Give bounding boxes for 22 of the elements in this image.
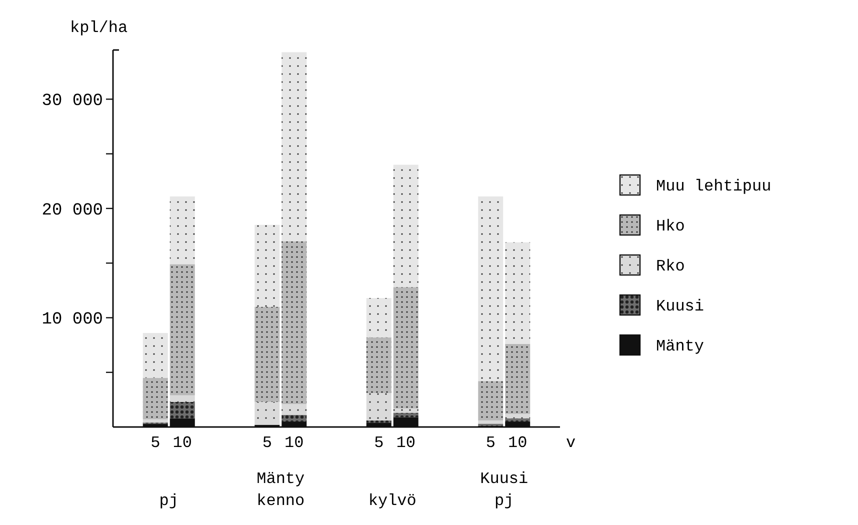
legend-label: Kuusi xyxy=(656,298,704,316)
legend-label: Hko xyxy=(656,218,685,236)
y-axis-title: kpl/ha xyxy=(70,19,128,37)
x-tick-label: 5 xyxy=(262,434,272,452)
legend-label: Mänty xyxy=(656,338,704,356)
y-tick-label: 20 000 xyxy=(42,201,103,220)
x-tick-label: 10 xyxy=(284,434,304,452)
legend-label: Muu lehtipuu xyxy=(656,178,772,196)
x-tick-label: 10 xyxy=(508,434,528,452)
x-tick-label: 5 xyxy=(486,434,496,452)
y-tick-label: 10 000 xyxy=(42,310,103,330)
legend-label: Rko xyxy=(656,258,685,276)
x-tick-label: 5 xyxy=(150,434,160,452)
y-tick-label: 30 000 xyxy=(42,92,103,112)
text: pj xyxy=(159,492,178,510)
text: Mänty kenno xyxy=(256,470,306,510)
text: kylvö xyxy=(368,492,416,510)
x-tick-label: 5 xyxy=(374,434,384,452)
x-tick-label: 10 xyxy=(396,434,416,452)
text: Kuusi pj xyxy=(480,470,528,510)
x-tick-label: 10 xyxy=(172,434,192,452)
x-axis-title: v xyxy=(566,434,576,452)
